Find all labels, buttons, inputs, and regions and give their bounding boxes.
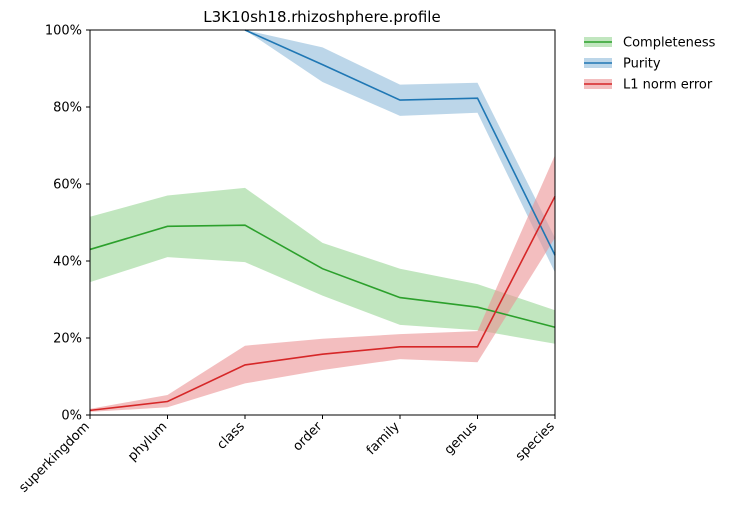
series-lines (89, 29, 556, 412)
x-tick-label: species (513, 419, 558, 464)
x-tick-label: superkingdom (16, 419, 92, 495)
y-tick-label: 80% (53, 101, 82, 116)
y-tick-label: 40% (53, 255, 82, 270)
line-completeness (89, 224, 556, 328)
legend-label: L1 norm error (623, 78, 713, 93)
confidence-bands (90, 30, 555, 412)
x-axis: superkingdom phylum class order family genus s… (16, 415, 558, 496)
band-l1-norm-error (90, 155, 555, 412)
y-tick-label: 100% (45, 24, 82, 39)
band-purity (245, 30, 555, 273)
x-tick-label: class (214, 419, 248, 453)
legend-label: Purity (623, 57, 661, 72)
x-tick-label: genus (442, 419, 481, 458)
x-tick-label: phylum (125, 419, 170, 464)
line-l1-norm-error (89, 195, 556, 412)
y-tick-label: 0% (61, 409, 82, 424)
y-tick-label: 20% (53, 332, 82, 347)
legend: Completeness Purity L1 norm error (584, 36, 716, 93)
y-tick-label: 60% (53, 178, 82, 193)
line-purity (244, 29, 556, 256)
band-completeness (90, 187, 555, 344)
chart-title: L3K10sh18.rhizoshphere.profile (203, 8, 440, 26)
y-axis: 0% 20% 40% 60% 80% 100% (45, 24, 90, 424)
x-tick-label: order (290, 419, 326, 455)
x-tick-label: family (364, 419, 403, 458)
legend-label: Completeness (623, 36, 716, 51)
